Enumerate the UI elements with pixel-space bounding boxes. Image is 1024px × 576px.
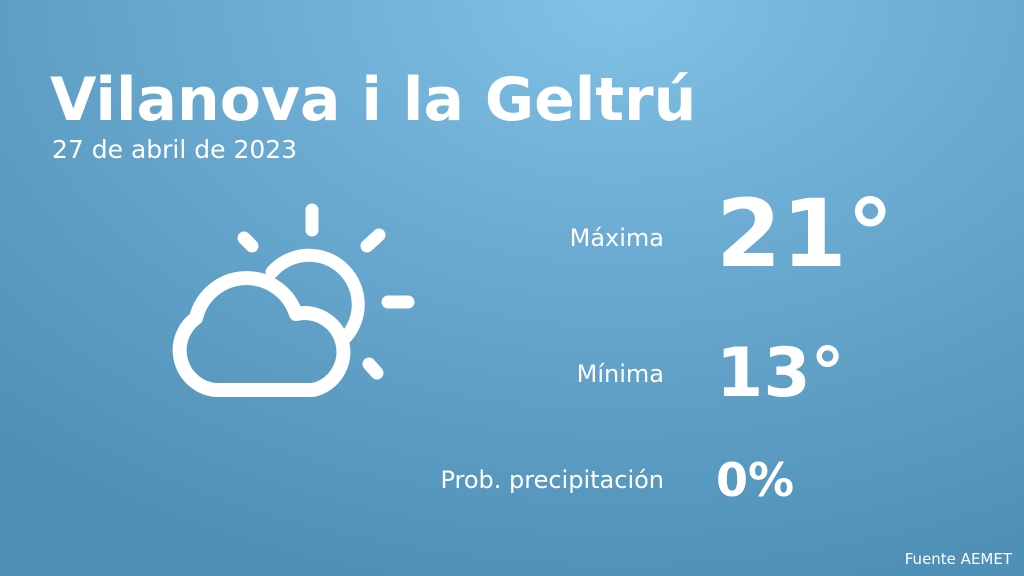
cloud-icon (172, 271, 351, 397)
sun-icon (265, 248, 365, 344)
precip-value: 0% (716, 453, 795, 507)
min-label: Mínima (576, 360, 664, 388)
max-value: 21° (716, 180, 894, 289)
city-title: Vilanova i la Geltrú (50, 65, 697, 135)
sun-rays-icon (237, 203, 415, 380)
min-value: 13° (716, 334, 845, 413)
max-label: Máxima (569, 224, 664, 252)
precip-label: Prob. precipitación (440, 466, 664, 494)
source-credit: Fuente AEMET (904, 550, 1012, 568)
forecast-date: 27 de abril de 2023 (52, 135, 298, 164)
